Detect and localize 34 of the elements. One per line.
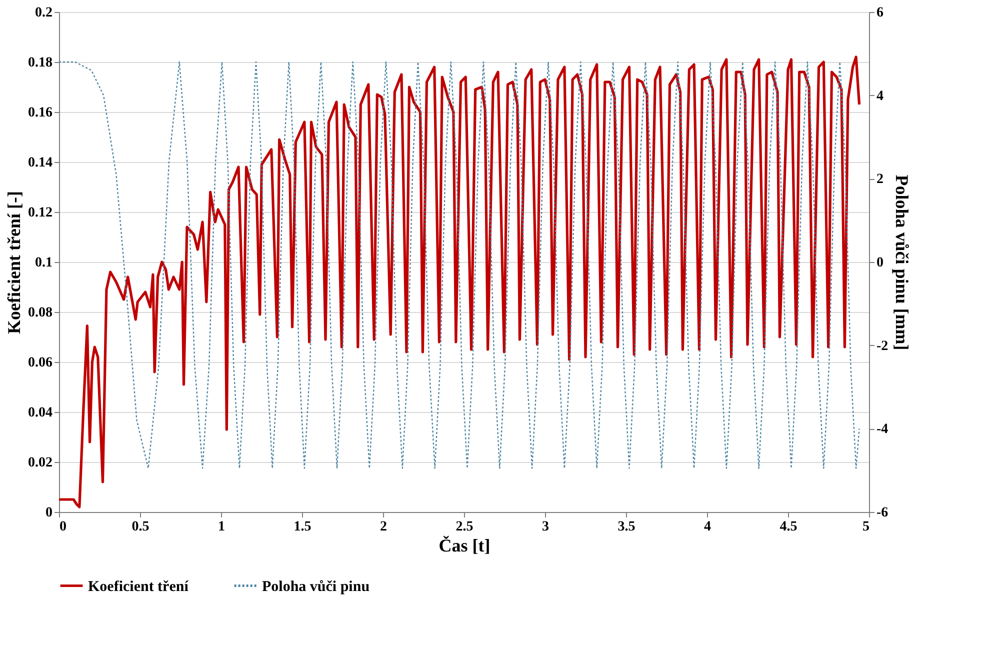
y2-tick-label: -2 bbox=[876, 338, 888, 354]
y-tick-label: 0.04 bbox=[28, 406, 52, 420]
y2-tick-label: -6 bbox=[876, 506, 888, 520]
y2-tick-label: 0 bbox=[876, 256, 884, 270]
y2-tick-label: 2 bbox=[876, 172, 884, 188]
y-tick-label: 0.06 bbox=[28, 356, 52, 370]
x-tick-label: 0.5 bbox=[132, 520, 150, 534]
y-tick-label: 0.16 bbox=[28, 106, 52, 120]
y-tick-label: 0 bbox=[46, 506, 52, 520]
legend-label: Poloha vůči pinu bbox=[262, 578, 370, 595]
y-tick-label: 0.12 bbox=[28, 206, 52, 220]
legend-label: Koeficient tření bbox=[88, 578, 190, 595]
y-tick-label: 0.02 bbox=[28, 456, 52, 470]
y-axis-title: Koeficient tření [-] bbox=[4, 191, 24, 334]
x-tick-label: 4 bbox=[704, 520, 711, 534]
x-tick-label: 0 bbox=[60, 520, 66, 534]
y2-tick-label: 6 bbox=[876, 6, 884, 20]
x-tick-label: 4.5 bbox=[780, 520, 798, 534]
x-tick-label: 5 bbox=[862, 520, 870, 534]
y-tick-label: 0.2 bbox=[35, 6, 52, 20]
y-tick-label: 0.18 bbox=[28, 56, 52, 70]
x-tick-label: 3 bbox=[542, 520, 549, 534]
y-tick-label: 0.08 bbox=[28, 306, 52, 320]
x-tick-label: 2.5 bbox=[456, 520, 474, 534]
y2-tick-label: 4 bbox=[876, 88, 884, 104]
y-tick-label: 0.14 bbox=[28, 156, 52, 170]
y2-axis-title: Poloha vůči pinu [mm] bbox=[892, 174, 912, 350]
x-tick-label: 1.5 bbox=[294, 520, 312, 534]
y2-tick-label: -4 bbox=[876, 422, 888, 438]
x-tick-label: 1 bbox=[218, 520, 225, 534]
y-tick-label: 0.1 bbox=[35, 256, 52, 270]
x-axis-title: Čas [t] bbox=[438, 536, 490, 556]
x-tick-label: 2 bbox=[380, 520, 387, 534]
x-tick-label: 3.5 bbox=[618, 520, 636, 534]
